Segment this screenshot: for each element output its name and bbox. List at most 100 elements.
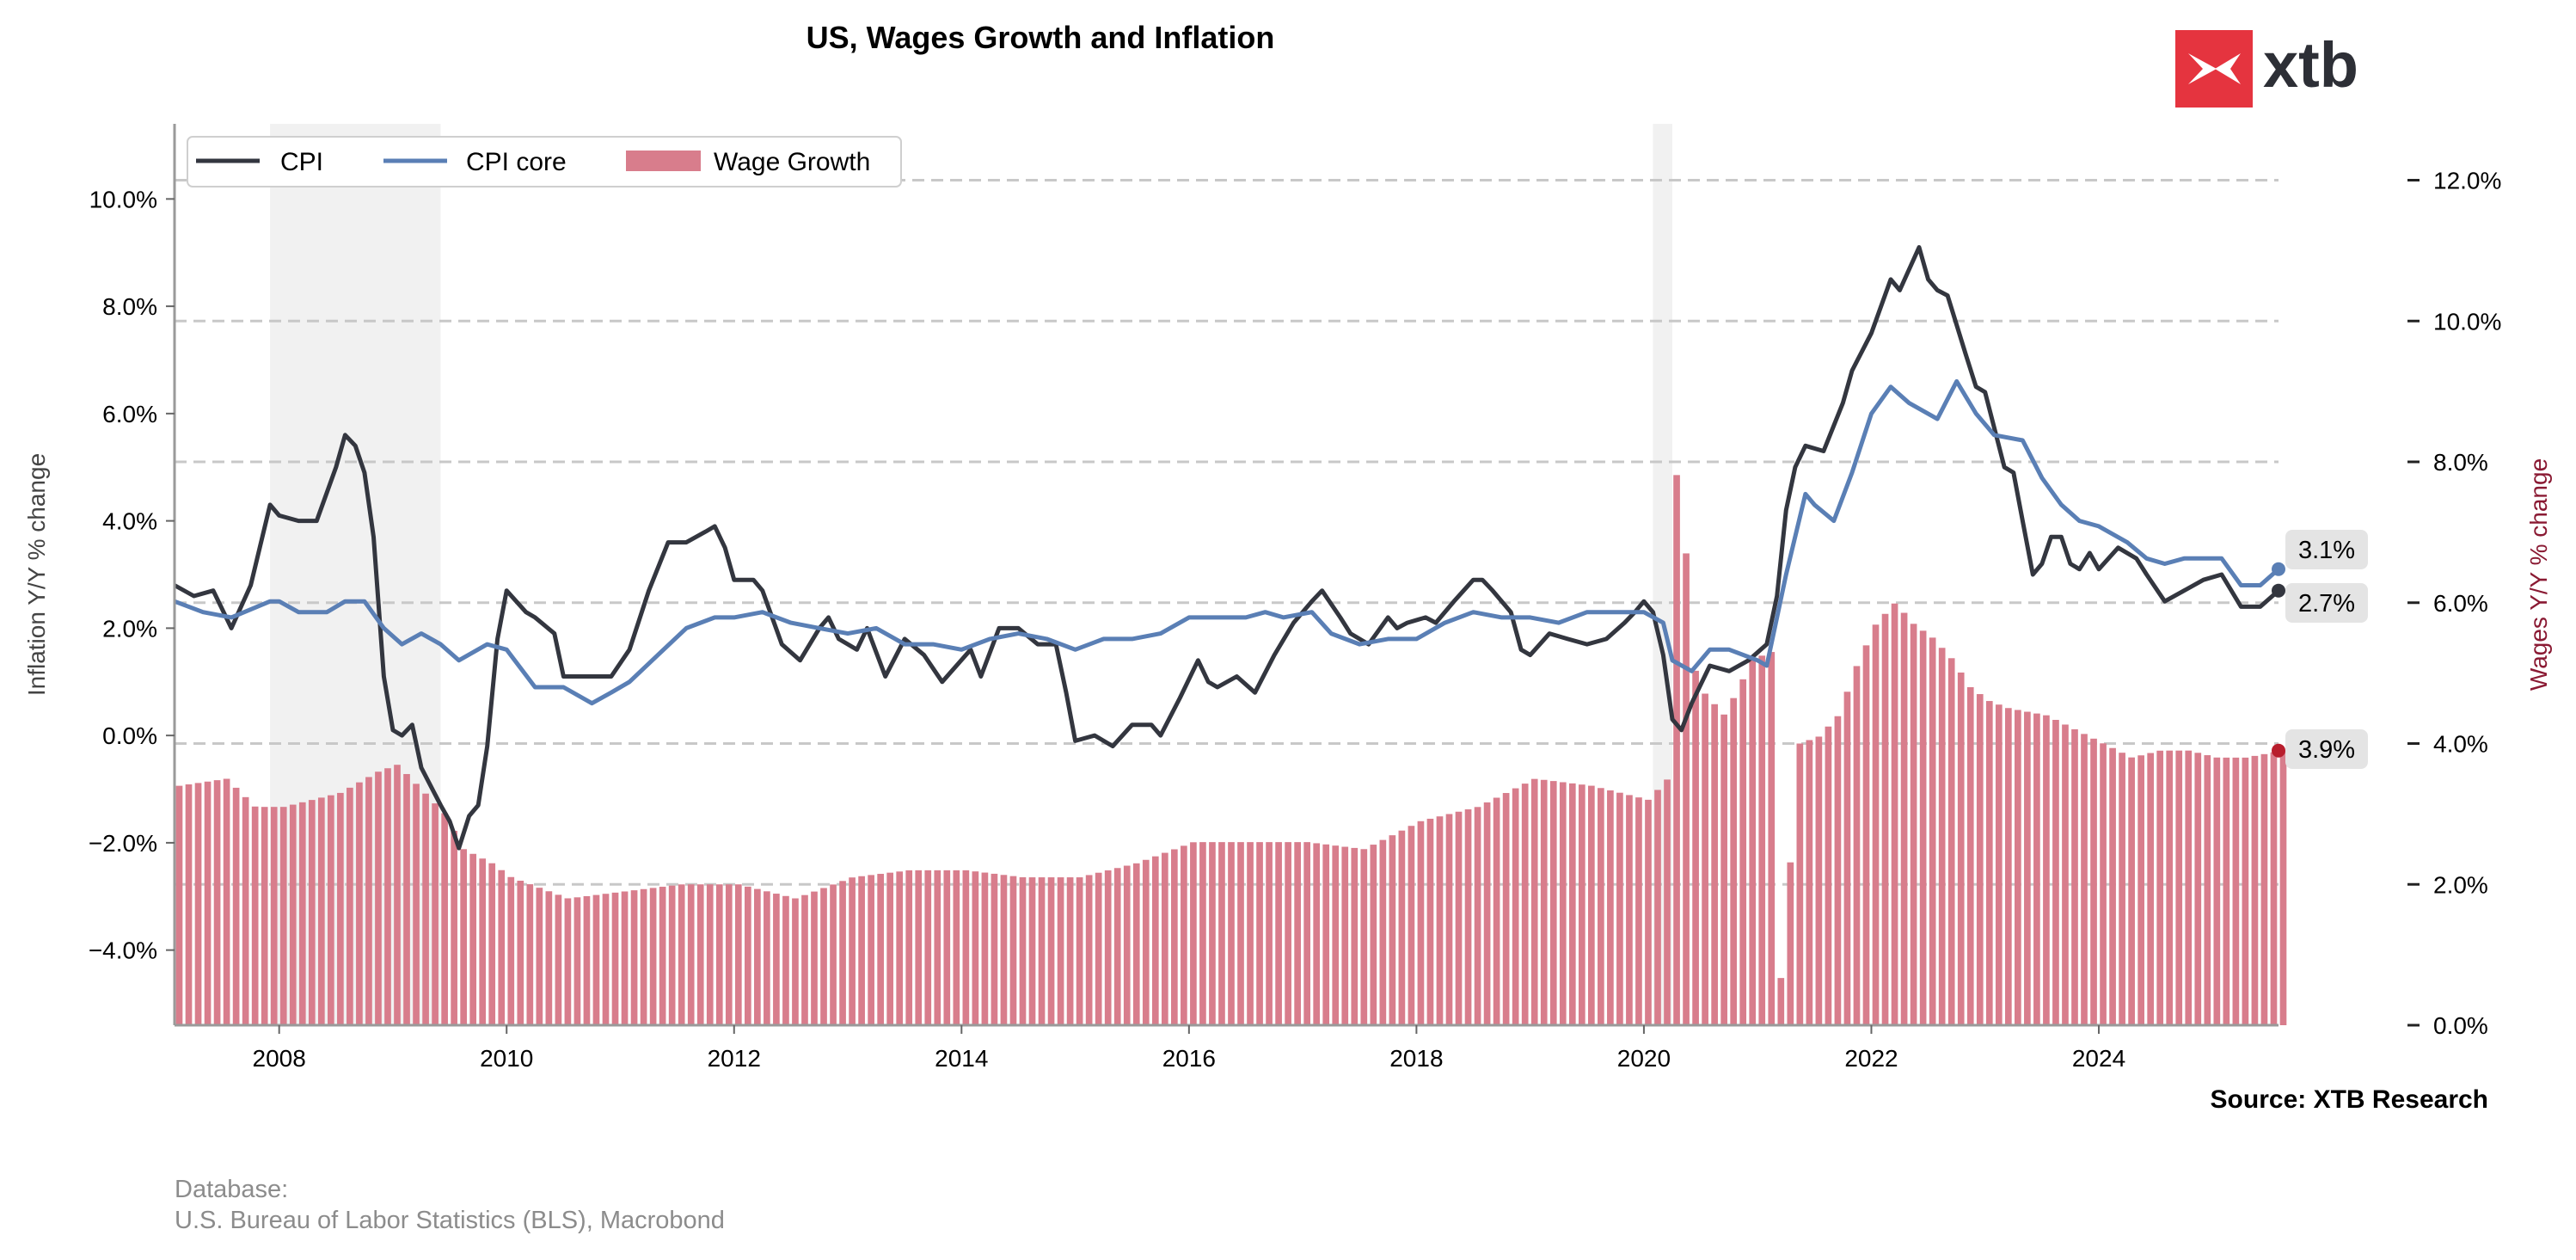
wage-growth-bar xyxy=(706,884,714,1025)
wage-growth-bar xyxy=(1445,814,1453,1025)
wage-growth-bar xyxy=(1398,830,1406,1025)
x-tick-label: 2024 xyxy=(2072,1045,2125,1072)
wage-growth-bar xyxy=(2147,753,2155,1025)
wage-growth-bar xyxy=(1787,862,1794,1025)
wage-growth-bar xyxy=(1161,852,1168,1025)
wage-growth-bar xyxy=(498,870,506,1025)
wage-growth-bar xyxy=(2090,738,2097,1025)
chart-title: US, Wages Growth and Inflation xyxy=(807,20,1275,55)
wage-growth-bar xyxy=(1113,868,1121,1025)
wage-growth-bar xyxy=(1009,876,1017,1025)
wage-growth-bar xyxy=(953,870,960,1025)
wage-growth-bar xyxy=(792,898,799,1025)
wage-growth-bar xyxy=(2100,743,2107,1025)
wage-growth-bar xyxy=(602,894,610,1025)
wage-growth-bar xyxy=(1228,842,1235,1025)
wage-growth-bar xyxy=(337,792,344,1025)
wage-growth-bar xyxy=(375,771,382,1025)
wage-growth-bar xyxy=(1047,877,1055,1025)
wage-growth-bar xyxy=(1341,846,1349,1025)
wage-growth-bar xyxy=(1436,816,1444,1025)
wage-growth-bar xyxy=(1654,790,1661,1025)
wage-growth-bar xyxy=(1360,849,1368,1025)
last-value-box xyxy=(2285,530,2368,569)
wage-growth-bar xyxy=(1085,875,1093,1025)
wage-growth-bar xyxy=(886,872,894,1025)
wage-growth-bar xyxy=(1578,784,1585,1025)
last-value-marker xyxy=(2272,583,2285,598)
wage-growth-bar xyxy=(365,777,372,1025)
wage-growth-bar xyxy=(1237,842,1244,1025)
wage-growth-bar xyxy=(1132,863,1140,1025)
wage-growth-bar xyxy=(1749,660,1757,1025)
wage-growth-bar xyxy=(1559,782,1567,1025)
wage-growth-bar xyxy=(536,888,543,1025)
wage-growth-bar xyxy=(1095,872,1102,1025)
wage-growth-bar xyxy=(1976,694,1984,1025)
wage-growth-bar xyxy=(1389,835,1396,1025)
wage-growth-bar xyxy=(1947,658,1955,1025)
wage-growth-bar xyxy=(1512,788,1519,1025)
wage-growth-bar xyxy=(2081,734,2088,1025)
wage-growth-bar xyxy=(1626,795,1633,1025)
wage-growth-bar xyxy=(279,807,287,1025)
wage-growth-bar xyxy=(2175,750,2183,1025)
wage-growth-bar xyxy=(1000,875,1008,1025)
wage-growth-bar xyxy=(773,894,780,1025)
wage-growth-bar xyxy=(1900,612,1908,1025)
wage-growth-bar xyxy=(223,778,230,1025)
wage-growth-bar xyxy=(232,787,240,1025)
wage-growth-bar xyxy=(1285,842,1291,1025)
x-tick-label: 2016 xyxy=(1162,1045,1216,1072)
last-value-text: 3.9% xyxy=(2298,736,2355,764)
wage-growth-bar xyxy=(1104,870,1112,1025)
wage-growth-bar xyxy=(2109,747,2116,1025)
wage-growth-bar xyxy=(1351,847,1359,1025)
wage-growth-bar xyxy=(251,806,259,1025)
wage-growth-bar xyxy=(1322,844,1330,1025)
wage-growth-bar xyxy=(2166,750,2174,1025)
wage-growth-bar xyxy=(1910,624,1917,1025)
wage-growth-bar xyxy=(1683,553,1690,1025)
legend-swatch-wage-growth xyxy=(626,151,701,171)
wage-growth-bar xyxy=(649,888,657,1025)
wage-growth-bar xyxy=(394,765,401,1025)
wage-growth-bar xyxy=(1635,797,1642,1025)
wage-growth-bar xyxy=(1768,652,1776,1025)
wage-growth-bar xyxy=(1294,842,1301,1025)
wage-growth-bar xyxy=(545,891,553,1025)
wage-growth-bar xyxy=(1247,842,1254,1025)
wage-growth-bar xyxy=(1673,475,1680,1025)
wage-growth-bar xyxy=(1645,799,1652,1025)
last-value-marker xyxy=(2272,562,2285,576)
wage-growth-bar xyxy=(1028,877,1036,1025)
wage-growth-bar xyxy=(725,884,733,1025)
wage-growth-bar xyxy=(1938,648,1946,1025)
wage-growth-bar xyxy=(1417,821,1425,1025)
wage-growth-bar xyxy=(2052,719,2059,1025)
wage-growth-bar xyxy=(242,796,249,1025)
wage-growth-bar xyxy=(2279,750,2287,1025)
wage-growth-bar xyxy=(744,886,751,1025)
x-tick-label: 2014 xyxy=(935,1045,988,1072)
tick-labels: 2008 2010 2012 2014 2016 2018 2020 2022 2024 −4.0… xyxy=(89,168,2502,1073)
wage-growth-bar xyxy=(1739,679,1747,1025)
wage-growth-bar xyxy=(839,881,846,1025)
wage-growth-bar xyxy=(801,894,808,1025)
wage-growth-bar xyxy=(422,793,429,1025)
wage-growth-bar xyxy=(2119,753,2125,1025)
wage-growth-bar xyxy=(1455,811,1463,1025)
database-label: Database: xyxy=(175,1176,288,1203)
y-left-tick-label: −2.0% xyxy=(89,830,157,857)
wage-growth-bar xyxy=(764,891,770,1025)
y-left-tick-label: 0.0% xyxy=(102,722,157,749)
wage-growth-bar xyxy=(356,782,363,1025)
wage-growth-bar xyxy=(413,784,420,1025)
wage-growth-bar xyxy=(2204,755,2211,1025)
wage-growth-bar xyxy=(972,871,979,1025)
wage-growth-bar xyxy=(1872,624,1880,1025)
recession-shading xyxy=(270,124,1672,1025)
wage-growth-bar xyxy=(981,872,989,1025)
wage-growth-bar xyxy=(2185,750,2193,1025)
cpi-line xyxy=(173,245,2280,851)
